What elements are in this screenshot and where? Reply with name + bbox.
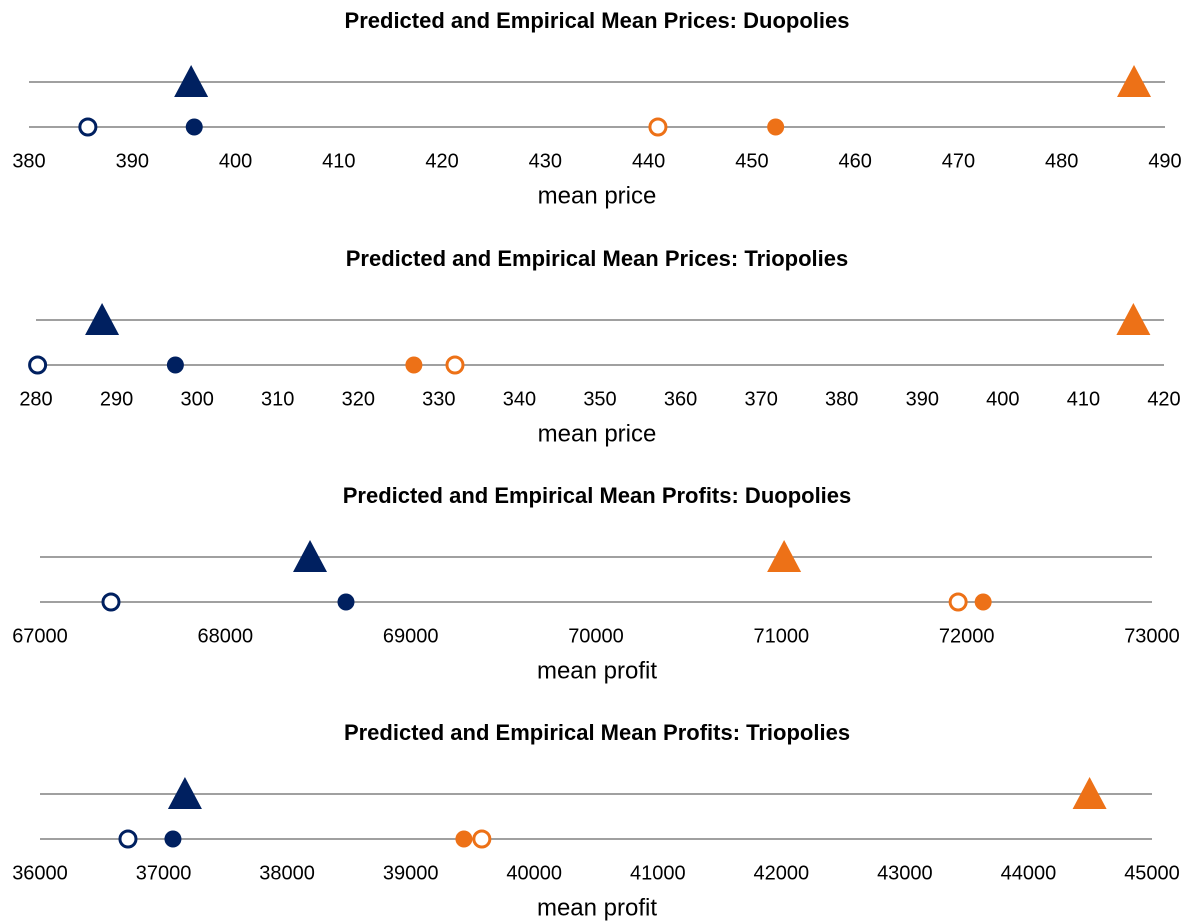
- x-tick-label: 410: [1067, 388, 1100, 410]
- x-tick-label: 420: [425, 150, 458, 172]
- x-tick-label: 320: [342, 388, 375, 410]
- x-tick-label: 41000: [630, 862, 686, 884]
- chart-title: Predicted and Empirical Mean Profits: Du…: [343, 483, 852, 508]
- x-tick-label: 69000: [383, 625, 439, 647]
- triangle-marker: [1116, 303, 1151, 335]
- x-tick-label: 460: [838, 150, 871, 172]
- x-tick-label: 73000: [1124, 625, 1180, 647]
- x-tick-label: 70000: [568, 625, 624, 647]
- x-tick-label: 290: [100, 388, 133, 410]
- x-tick-label: 330: [422, 388, 455, 410]
- x-tick-label: 310: [261, 388, 294, 410]
- circle-marker: [472, 829, 492, 849]
- circle-marker: [445, 355, 465, 375]
- x-axis-label: mean price: [538, 420, 657, 447]
- chart-title: Predicted and Empirical Mean Prices: Duo…: [345, 8, 850, 33]
- triangle-marker: [293, 540, 328, 572]
- x-axis-label: mean profit: [537, 657, 657, 684]
- x-tick-label: 360: [664, 388, 697, 410]
- x-tick-label: 71000: [754, 625, 810, 647]
- x-tick-label: 72000: [939, 625, 995, 647]
- x-tick-label: 390: [116, 150, 149, 172]
- triangle-marker: [1072, 777, 1107, 809]
- x-tick-label: 450: [735, 150, 768, 172]
- x-tick-label: 37000: [136, 862, 192, 884]
- circle-marker: [455, 830, 473, 848]
- x-tick-label: 400: [219, 150, 252, 172]
- x-tick-label: 45000: [1124, 862, 1180, 884]
- x-tick-label: 340: [503, 388, 536, 410]
- x-tick-label: 430: [529, 150, 562, 172]
- triangle-marker: [1117, 65, 1152, 97]
- x-tick-label: 42000: [754, 862, 810, 884]
- circle-marker: [28, 355, 48, 375]
- triangle-marker: [767, 540, 802, 572]
- x-tick-label: 40000: [506, 862, 562, 884]
- triangle-marker: [167, 777, 202, 809]
- x-tick-label: 43000: [877, 862, 933, 884]
- x-axis-label: mean price: [538, 182, 657, 209]
- circle-marker: [185, 118, 203, 136]
- triangle-marker: [85, 303, 120, 335]
- circle-marker: [78, 117, 98, 137]
- x-tick-label: 68000: [198, 625, 254, 647]
- x-axis-label: mean profit: [537, 894, 657, 921]
- x-tick-label: 67000: [12, 625, 68, 647]
- circle-marker: [337, 593, 355, 611]
- x-tick-label: 44000: [1001, 862, 1057, 884]
- x-tick-label: 410: [322, 150, 355, 172]
- x-tick-label: 370: [744, 388, 777, 410]
- x-tick-label: 380: [12, 150, 45, 172]
- x-tick-label: 390: [906, 388, 939, 410]
- x-tick-label: 380: [825, 388, 858, 410]
- circle-marker: [164, 830, 182, 848]
- circle-marker: [648, 117, 668, 137]
- chart-title: Predicted and Empirical Mean Profits: Tr…: [344, 720, 850, 745]
- circle-marker: [118, 829, 138, 849]
- triangle-marker: [174, 65, 209, 97]
- x-tick-label: 300: [180, 388, 213, 410]
- circle-marker: [166, 356, 184, 374]
- x-tick-label: 280: [19, 388, 52, 410]
- circle-marker: [948, 592, 968, 612]
- chart-title: Predicted and Empirical Mean Prices: Tri…: [346, 246, 849, 271]
- x-tick-label: 480: [1045, 150, 1078, 172]
- x-tick-label: 470: [942, 150, 975, 172]
- circle-marker: [974, 593, 992, 611]
- x-tick-label: 36000: [12, 862, 68, 884]
- x-tick-label: 440: [632, 150, 665, 172]
- x-tick-label: 400: [986, 388, 1019, 410]
- x-tick-label: 490: [1148, 150, 1181, 172]
- x-tick-label: 350: [583, 388, 616, 410]
- x-tick-label: 38000: [259, 862, 315, 884]
- circle-marker: [767, 118, 785, 136]
- x-tick-label: 39000: [383, 862, 439, 884]
- x-tick-label: 420: [1147, 388, 1180, 410]
- circle-marker: [405, 356, 423, 374]
- circle-marker: [101, 592, 121, 612]
